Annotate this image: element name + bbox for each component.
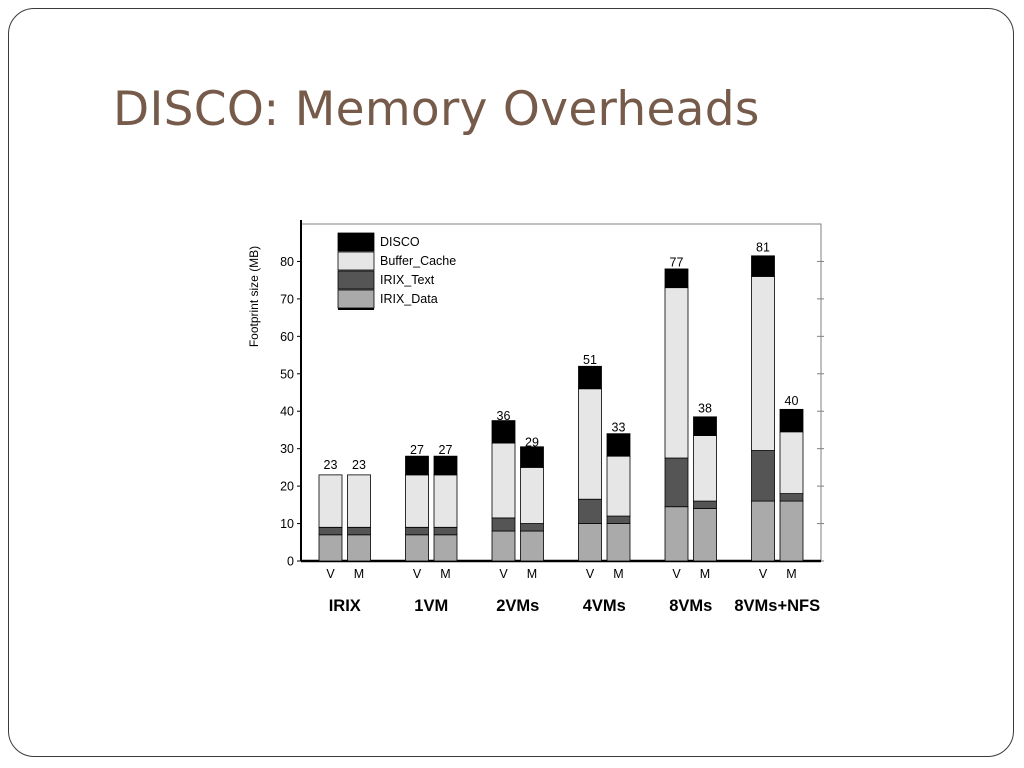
legend-label: IRIX_Text	[380, 273, 435, 287]
bar-segment-irix-text	[779, 493, 804, 502]
bar-segment-irix-data	[693, 508, 717, 562]
bar-category-label: M	[354, 567, 364, 581]
bar-segment-irix-text	[405, 526, 429, 536]
bar-segment-irix-data	[664, 506, 689, 562]
bar-segment-irix-data	[491, 530, 516, 562]
legend-swatch-irix-data	[337, 289, 375, 309]
bar-segment-irix-text	[347, 526, 371, 536]
legend-label: Buffer_Cache	[380, 254, 456, 268]
bar-segment-irix-text	[433, 526, 458, 536]
bar-total-label: 77	[670, 256, 684, 270]
bar-segment-irix-text	[606, 515, 631, 524]
bar-segment-irix-data	[433, 534, 458, 562]
bar-segment-buffer-cache	[491, 442, 516, 519]
group-label: 4VMs	[583, 597, 626, 615]
bar-segment-buffer-cache	[779, 431, 804, 495]
bar-total-label: 36	[497, 409, 511, 423]
bar-segment-irix-text	[318, 526, 343, 536]
bar-segment-irix-text	[664, 457, 689, 508]
bar-segment-buffer-cache	[347, 474, 371, 528]
bar-category-label: M	[613, 567, 623, 581]
legend-label: DISCO	[380, 235, 420, 249]
bar-total-label: 40	[785, 394, 799, 408]
y-tick-label: 0	[287, 555, 294, 569]
bar-segment-irix-data	[347, 534, 371, 562]
y-tick-label: 70	[280, 292, 294, 306]
y-tick-label: 10	[280, 517, 294, 531]
group-label: 8VMs+NFS	[734, 597, 820, 615]
bar-total-label: 33	[612, 420, 626, 434]
bar-segment-irix-data	[606, 523, 631, 562]
y-tick-label: 60	[280, 330, 294, 344]
group-label: 8VMs	[669, 597, 712, 615]
bar-segment-buffer-cache	[433, 474, 458, 528]
bar-total-label: 51	[583, 353, 597, 367]
bar-segment-irix-text	[491, 517, 516, 532]
bar-segment-disco	[606, 433, 631, 457]
bar-segment-disco	[779, 408, 804, 433]
bar-segment-buffer-cache	[606, 455, 631, 517]
bar-segment-irix-data	[318, 534, 343, 562]
bar-total-label: 27	[439, 443, 453, 457]
bar-category-label: M	[527, 567, 537, 581]
bar-segment-buffer-cache	[664, 287, 689, 459]
bar-segment-irix-data	[405, 534, 429, 562]
bar-segment-irix-text	[578, 498, 602, 524]
bar-segment-irix-text	[693, 500, 717, 509]
slide-title: DISCO: Memory Overheads	[113, 82, 760, 137]
slide-frame	[8, 8, 1014, 757]
bar-segment-disco	[751, 255, 775, 277]
y-tick-label: 80	[280, 255, 294, 269]
bar-segment-disco	[520, 446, 544, 468]
bar-segment-irix-data	[520, 530, 544, 562]
bar-total-label: 23	[324, 458, 338, 472]
bar-segment-buffer-cache	[405, 474, 429, 528]
legend-swatch-disco	[337, 232, 375, 252]
y-axis-title: Footprint size (MB)	[247, 246, 261, 347]
bar-category-label: V	[499, 567, 508, 581]
bar-total-label: 81	[756, 241, 770, 255]
y-tick-label: 30	[280, 442, 294, 456]
plot-frame	[300, 223, 822, 562]
bar-total-label: 29	[525, 435, 539, 449]
bar-segment-disco	[491, 420, 516, 444]
bar-segment-buffer-cache	[751, 276, 775, 451]
group-label: 1VM	[414, 597, 448, 615]
bar-segment-disco	[664, 268, 689, 289]
bar-segment-disco	[433, 455, 458, 476]
y-tick-label: 20	[280, 480, 294, 494]
bar-segment-disco	[405, 455, 429, 476]
bar-segment-disco	[578, 365, 602, 390]
bar-category-label: V	[586, 567, 595, 581]
bar-category-label: M	[700, 567, 710, 581]
bar-category-label: V	[413, 567, 422, 581]
bar-segment-irix-data	[751, 500, 775, 562]
legend-swatch-irix-text	[337, 270, 375, 290]
bar-segment-irix-data	[779, 500, 804, 562]
group-label: 2VMs	[496, 597, 539, 615]
bar-segment-buffer-cache	[578, 388, 602, 500]
bar-category-label: V	[672, 567, 681, 581]
bar-segment-disco	[693, 416, 717, 436]
legend-swatch-buffer-cache	[337, 251, 375, 271]
y-tick-label: 40	[280, 405, 294, 419]
legend-label: IRIX_Data	[380, 292, 438, 306]
bar-segment-irix-text	[751, 450, 775, 502]
y-tick-label: 50	[280, 367, 294, 381]
bar-category-label: M	[786, 567, 796, 581]
bar-segment-buffer-cache	[318, 474, 343, 528]
bar-segment-buffer-cache	[520, 466, 544, 524]
group-label: IRIX	[329, 597, 361, 615]
bar-segment-irix-text	[520, 523, 544, 532]
bar-category-label: V	[326, 567, 335, 581]
bar-total-label: 38	[698, 402, 712, 416]
bar-total-label: 23	[352, 458, 366, 472]
bar-category-label: V	[759, 567, 768, 581]
bar-category-label: M	[440, 567, 450, 581]
bar-total-label: 27	[410, 443, 424, 457]
bar-segment-buffer-cache	[693, 435, 717, 502]
bar-segment-irix-data	[578, 523, 602, 562]
